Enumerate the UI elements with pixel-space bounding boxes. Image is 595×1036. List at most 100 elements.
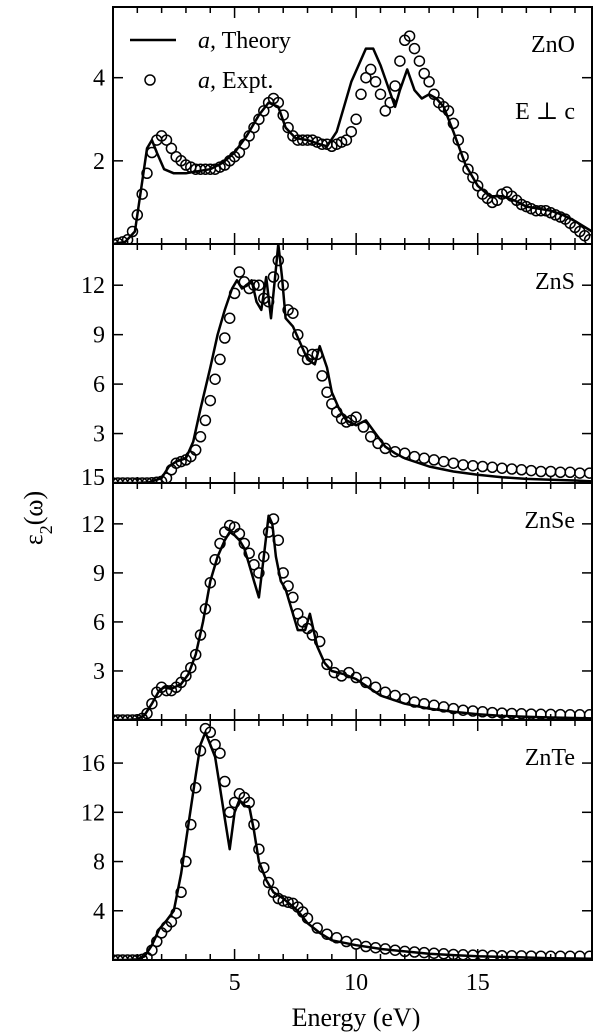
expt-point-zno-4 xyxy=(126,225,139,238)
panel-frame-zno xyxy=(112,6,593,245)
expt-point-zns-6 xyxy=(136,477,148,483)
expt-point-znte-4 xyxy=(126,954,139,960)
expt-point-zns-34 xyxy=(272,254,285,267)
expt-point-zno-12 xyxy=(165,142,178,155)
expt-point-zns-66 xyxy=(496,462,508,474)
expt-point-znte-3 xyxy=(121,954,134,960)
expt-point-znse-2 xyxy=(116,714,129,720)
theory-line-zns xyxy=(113,244,592,483)
expt-point-zns-11 xyxy=(160,472,173,483)
expt-point-zno-30 xyxy=(253,113,265,126)
expt-point-znte-25 xyxy=(228,796,241,809)
expt-point-zno-73 xyxy=(462,163,474,175)
theory-line-zno xyxy=(113,47,592,244)
expt-point-znse-50 xyxy=(379,686,392,698)
x-axis-title: Energy (eV) xyxy=(292,1003,421,1032)
expt-point-znte-21 xyxy=(209,738,221,751)
expt-point-zns-56 xyxy=(399,447,411,460)
expt-point-znte-69 xyxy=(583,950,592,960)
panel-label-zns: ZnS xyxy=(535,269,575,295)
expt-point-znte-28 xyxy=(243,796,255,809)
legend-expt-marker xyxy=(144,74,156,86)
expt-point-znte-5 xyxy=(131,954,144,960)
expt-point-zno-71 xyxy=(452,134,465,146)
expt-point-zns-23 xyxy=(219,332,231,344)
expt-point-zns-33 xyxy=(267,271,280,283)
expt-point-znte-36 xyxy=(282,896,294,908)
expt-point-znse-19 xyxy=(199,603,212,615)
expt-point-zns-29 xyxy=(248,279,260,291)
expt-point-zns-51 xyxy=(357,421,370,433)
experiment-points-znse xyxy=(113,513,592,720)
expt-point-znte-13 xyxy=(170,907,182,919)
expt-point-znse-47 xyxy=(350,671,362,684)
expt-point-znte-9 xyxy=(151,935,163,948)
legend-theory-text: Theory xyxy=(216,28,291,54)
expt-point-zns-24 xyxy=(223,312,236,324)
expt-point-zno-31 xyxy=(258,105,270,117)
y-axis-title: ε2(ω) xyxy=(19,491,56,545)
expt-point-zns-42 xyxy=(311,348,323,361)
expt-point-zns-57 xyxy=(408,450,421,463)
expt-point-znse-34 xyxy=(272,534,285,546)
expt-point-zns-62 xyxy=(457,459,469,471)
expt-point-znte-41 xyxy=(311,922,323,934)
expt-point-znse-49 xyxy=(369,681,382,694)
expt-point-zns-72 xyxy=(554,466,567,479)
expt-point-zns-43 xyxy=(316,370,328,382)
x-tick-label-5: 5 xyxy=(229,970,241,996)
expt-point-zno-28 xyxy=(243,130,255,142)
expt-point-zns-58 xyxy=(418,452,430,465)
expt-point-zns-19 xyxy=(199,414,212,427)
expt-point-zno-29 xyxy=(248,121,260,134)
expt-point-zno-75 xyxy=(471,180,484,192)
expt-point-zns-30 xyxy=(253,279,265,291)
expt-point-znse-15 xyxy=(180,670,192,682)
expt-point-zns-54 xyxy=(379,442,392,455)
expt-point-zno-49 xyxy=(345,125,358,138)
expt-point-znse-52 xyxy=(399,693,411,705)
y-tick-label-zns-3: 3 xyxy=(93,422,105,448)
expt-point-zns-1 xyxy=(113,477,124,483)
expt-point-znte-30 xyxy=(253,843,265,855)
expt-point-zns-14 xyxy=(175,455,187,468)
panel-label-znte: ZnTe xyxy=(525,745,575,771)
expt-point-zns-61 xyxy=(447,457,460,469)
y-tick-label-zns-9: 9 xyxy=(93,323,105,349)
expt-point-zns-5 xyxy=(131,477,144,483)
expt-point-znse-27 xyxy=(238,537,251,550)
expt-point-znte-32 xyxy=(262,876,275,889)
expt-point-znse-45 xyxy=(335,670,348,682)
expt-point-znse-17 xyxy=(189,648,202,661)
expt-point-znte-31 xyxy=(258,861,270,874)
theory-line-znse xyxy=(113,514,592,720)
experiment-points-zno xyxy=(113,30,592,244)
expt-point-znse-4 xyxy=(126,714,139,720)
expt-point-zno-48 xyxy=(340,134,353,146)
expt-point-znte-22 xyxy=(214,747,226,759)
expt-point-znse-31 xyxy=(258,550,270,563)
expt-point-zno-5 xyxy=(131,209,144,221)
expt-point-zno-72 xyxy=(457,150,469,163)
expt-point-znse-3 xyxy=(121,714,134,720)
expt-point-znse-30 xyxy=(253,567,265,579)
panel-zns: 3 6 9 12 15 ZnS xyxy=(81,243,593,491)
expt-point-zns-41 xyxy=(306,348,319,361)
expt-point-zno-11 xyxy=(160,134,173,146)
expt-point-zns-59 xyxy=(428,454,440,466)
expt-point-znse-20 xyxy=(204,576,217,589)
expt-point-znse-8 xyxy=(146,697,158,710)
legend-expt-prefix: a, xyxy=(198,68,216,94)
y-extra-label-zns-0: 15 xyxy=(81,465,105,491)
expt-point-znte-15 xyxy=(180,855,192,868)
expt-point-zns-63 xyxy=(467,459,479,472)
expt-point-znte-29 xyxy=(248,818,260,831)
expt-point-znte-17 xyxy=(189,781,202,794)
expt-point-zno-6 xyxy=(136,188,148,200)
expt-point-zno-26 xyxy=(233,146,246,159)
expt-point-zns-4 xyxy=(126,477,139,483)
panel-frame-zns xyxy=(112,243,593,484)
expt-point-zns-25 xyxy=(228,287,241,300)
expt-point-zns-70 xyxy=(535,465,547,478)
expt-point-zno-54 xyxy=(369,76,382,88)
